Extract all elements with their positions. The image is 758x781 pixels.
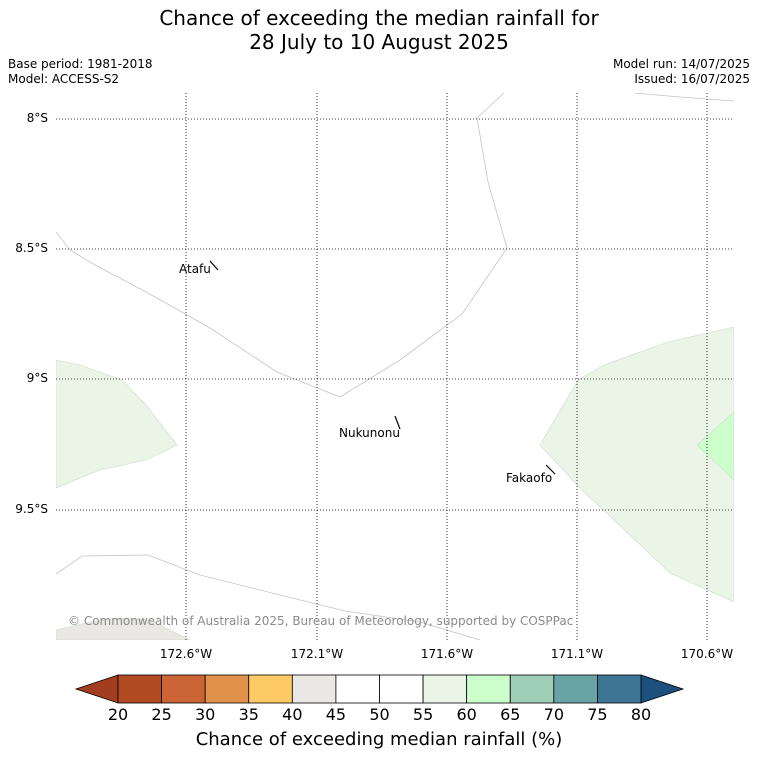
atafu-atoll-icon [209, 260, 219, 271]
colorbar-tick-label: 45 [325, 705, 347, 724]
colorbar-segment [466, 674, 511, 704]
copyright-notice: © Commonwealth of Australia 2025, Bureau… [68, 614, 574, 628]
colorbar-segment [161, 674, 206, 704]
colorbar-under-arrow [74, 674, 119, 704]
region-55-60-east [539, 326, 734, 603]
colorbar-segment [291, 674, 337, 704]
lon-label-172-1w: 172.1°W [290, 647, 344, 661]
colorbar-title: Chance of exceeding median rainfall (%) [195, 729, 563, 750]
lon-label-170-6w: 170.6°W [680, 647, 734, 661]
lon-label-171-6w: 171.6°W [420, 647, 474, 661]
model-text: Model: ACCESS-S2 [8, 72, 120, 86]
colorbar-segment [422, 674, 468, 704]
colorbar-tick-label: 40 [282, 705, 303, 724]
colorbar-over-arrow [640, 674, 685, 704]
nukunonu-atoll-icon [394, 415, 401, 430]
colorbar-segment [379, 674, 424, 704]
colorbar-segment [553, 674, 598, 704]
region-60-65-east [696, 411, 734, 481]
lat-label-9-5s: 9.5°S [15, 502, 48, 516]
issued-text: Issued: 16/07/2025 [634, 72, 750, 86]
place-label-fakaofo: Fakaofo [506, 471, 553, 485]
colorbar-tick-label: 30 [194, 705, 216, 724]
colorbar-segment [248, 674, 293, 704]
colorbar-tick-label: 20 [107, 705, 129, 724]
base-period-text: Base period: 1981-2018 [8, 57, 153, 71]
colorbar-tick-label: 60 [456, 705, 477, 724]
place-label-nukunonu: Nukunonu [339, 426, 400, 440]
map-title-line2: 28 July to 10 August 2025 [249, 30, 509, 54]
map-area [56, 93, 734, 640]
colorbar-tick-label: 80 [630, 705, 652, 724]
graticule [56, 93, 734, 640]
model-run-text: Model run: 14/07/2025 [612, 57, 750, 71]
boundary-line-south [56, 554, 481, 640]
lat-label-9s: 9°S [26, 371, 48, 385]
lon-label-172-6w: 172.6°W [159, 647, 213, 661]
region-40-45-south [56, 617, 191, 640]
colorbar-tick-label: 25 [151, 705, 172, 724]
colorbar-segment [204, 674, 250, 704]
map-title-line1: Chance of exceeding the median rainfall … [159, 6, 599, 30]
colorbar-tick-label: 75 [587, 705, 608, 724]
colorbar-tick-label: 35 [238, 705, 259, 724]
colorbar-segment [509, 674, 555, 704]
colorbar-tick-label: 70 [543, 705, 564, 724]
meta-left: Base period: 1981-2018 Model: ACCESS-S2 [8, 57, 153, 87]
colorbar-tick-label: 50 [369, 705, 390, 724]
lat-label-8s: 8°S [26, 111, 48, 125]
fakaofo-atoll-icon [545, 464, 556, 475]
boundary-line-north [633, 93, 734, 102]
colorbar-tick-label: 55 [412, 705, 434, 724]
meta-right: Model run: 14/07/2025 Issued: 16/07/2025 [613, 57, 750, 87]
colorbar-segment [597, 674, 642, 704]
region-55-60-west [56, 359, 178, 489]
colorbar-tick-label: 65 [500, 705, 521, 724]
colorbar-segment [117, 674, 162, 704]
lat-label-8-5s: 8.5°S [15, 241, 48, 255]
place-label-atafu: Atafu [179, 262, 211, 276]
colorbar-segment [335, 674, 380, 704]
boundary-line [56, 93, 508, 398]
lon-label-171-1w: 171.1°W [550, 647, 604, 661]
colorbar [74, 674, 685, 704]
